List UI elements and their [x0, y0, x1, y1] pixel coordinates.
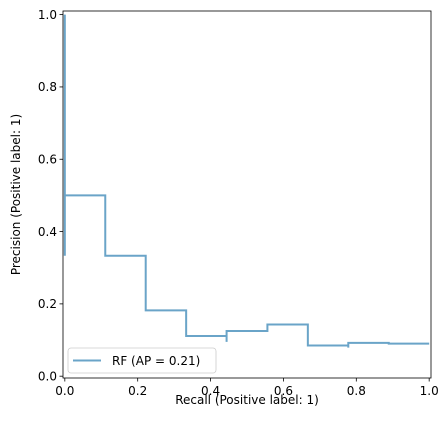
plot-layer: [63, 14, 430, 348]
x-tick-label: 0.0: [55, 384, 74, 398]
y-tick-label: 0.2: [38, 297, 57, 311]
legend-box: [67, 347, 217, 374]
x-tick-label: 0.4: [201, 384, 220, 398]
series-line: [63, 14, 430, 348]
legend: RF (AP = 0.21): [67, 347, 217, 374]
x-tick-label: 1.0: [420, 384, 439, 398]
x-tick-label: 0.2: [128, 384, 147, 398]
x-tick-label: 0.8: [347, 384, 366, 398]
legend-label: RF (AP = 0.21): [112, 354, 200, 368]
y-axis-label: Precision (Positive label: 1): [9, 114, 23, 275]
y-tick-label: 1.0: [38, 8, 57, 22]
y-tick-label: 0.6: [38, 153, 57, 167]
x-tick-label: 0.6: [274, 384, 293, 398]
x-axis-label: Recall (Positive label: 1): [175, 393, 319, 407]
ticks-layer: 0.0 0.2 0.4 0.6 0.8 1.0 0.0 0.2 0.4 0.6 0.8 1.0: [38, 8, 439, 398]
y-tick-label: 0.4: [38, 225, 57, 239]
y-tick-label: 0.8: [38, 80, 57, 94]
y-tick-label: 0.0: [38, 369, 57, 383]
plot-frame: [62, 10, 432, 379]
